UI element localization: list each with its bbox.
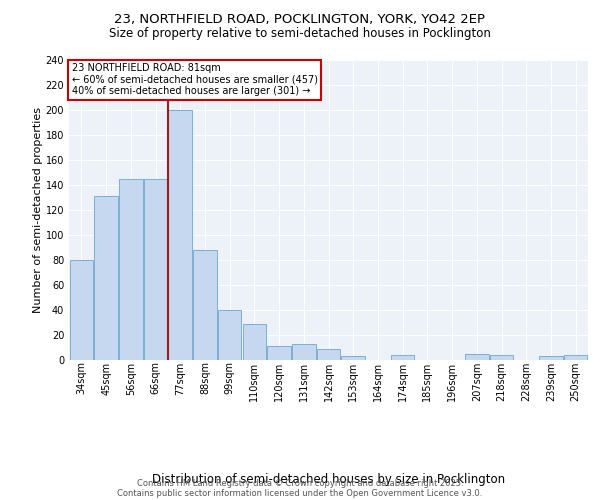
Bar — [169, 110, 192, 360]
Bar — [317, 349, 340, 360]
X-axis label: Distribution of semi-detached houses by size in Pocklington: Distribution of semi-detached houses by … — [152, 473, 505, 486]
Bar — [144, 179, 167, 360]
Bar — [94, 196, 118, 360]
Text: Contains HM Land Registry data © Crown copyright and database right 2025.: Contains HM Land Registry data © Crown c… — [137, 478, 463, 488]
Text: 23 NORTHFIELD ROAD: 81sqm
← 60% of semi-detached houses are smaller (457)
40% of: 23 NORTHFIELD ROAD: 81sqm ← 60% of semi-… — [71, 63, 317, 96]
Bar — [341, 356, 365, 360]
Bar — [70, 260, 93, 360]
Bar — [218, 310, 241, 360]
Text: Contains public sector information licensed under the Open Government Licence v3: Contains public sector information licen… — [118, 488, 482, 498]
Bar — [490, 355, 513, 360]
Text: Size of property relative to semi-detached houses in Pocklington: Size of property relative to semi-detach… — [109, 28, 491, 40]
Text: 23, NORTHFIELD ROAD, POCKLINGTON, YORK, YO42 2EP: 23, NORTHFIELD ROAD, POCKLINGTON, YORK, … — [115, 12, 485, 26]
Bar — [539, 356, 563, 360]
Bar — [391, 355, 415, 360]
Bar — [193, 250, 217, 360]
Bar — [564, 355, 587, 360]
Bar — [119, 179, 143, 360]
Bar — [268, 346, 291, 360]
Bar — [242, 324, 266, 360]
Bar — [292, 344, 316, 360]
Y-axis label: Number of semi-detached properties: Number of semi-detached properties — [33, 107, 43, 313]
Bar — [465, 354, 488, 360]
